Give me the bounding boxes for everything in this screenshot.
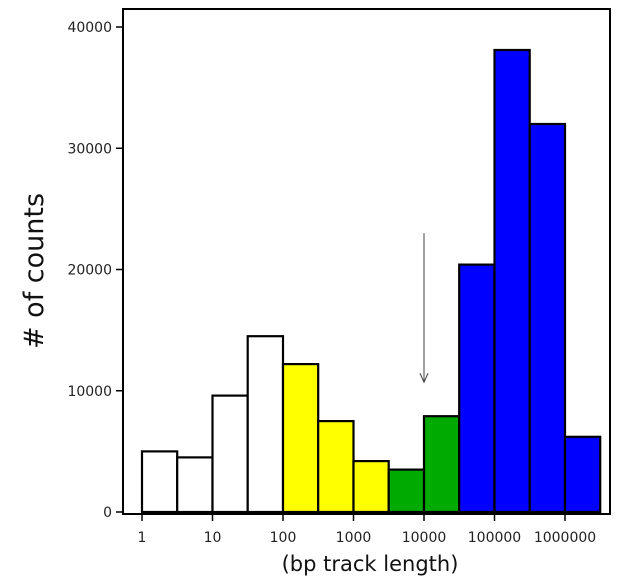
histogram-bar xyxy=(140,450,179,514)
y-tick-label: 40000 xyxy=(67,20,112,36)
x-tick-label: 1 xyxy=(138,530,147,546)
y-tick-label: 0 xyxy=(103,505,112,521)
y-axis: 0 10000 20000 30000 40000 xyxy=(67,20,123,521)
histogram-bar xyxy=(352,460,390,514)
x-tick-label: 10000 xyxy=(402,530,447,546)
x-tick-label: 100000 xyxy=(468,530,521,546)
annotation-layer xyxy=(419,233,429,384)
histogram-bar xyxy=(246,335,285,514)
histogram-bar xyxy=(211,394,249,514)
histogram-bar xyxy=(317,420,355,514)
histogram-bar xyxy=(176,456,214,514)
histogram-bar xyxy=(563,435,602,514)
x-tick-label: 100 xyxy=(270,530,297,546)
y-tick-label: 30000 xyxy=(67,141,112,157)
histogram-bar xyxy=(422,415,461,514)
bars-layer xyxy=(140,48,602,514)
histogram-bar xyxy=(458,263,496,514)
x-tick-label: 1000000 xyxy=(534,530,596,546)
histogram-bar xyxy=(493,48,531,514)
plot-frame xyxy=(122,8,611,515)
x-tick-label: 1000 xyxy=(336,530,372,546)
x-axis: 1 10 100 1000 10000 100000 1000000 xyxy=(138,514,596,546)
y-tick-label: 10000 xyxy=(67,384,112,400)
histogram-bar xyxy=(281,363,320,514)
y-axis-title: # of counts xyxy=(19,193,50,349)
x-axis-title: (bp track length) xyxy=(282,552,459,576)
y-tick-label: 20000 xyxy=(67,263,112,279)
arrow-head xyxy=(419,373,429,384)
histogram-bar xyxy=(528,122,567,514)
x-tick-label: 10 xyxy=(204,530,222,546)
histogram-bar xyxy=(387,468,426,514)
